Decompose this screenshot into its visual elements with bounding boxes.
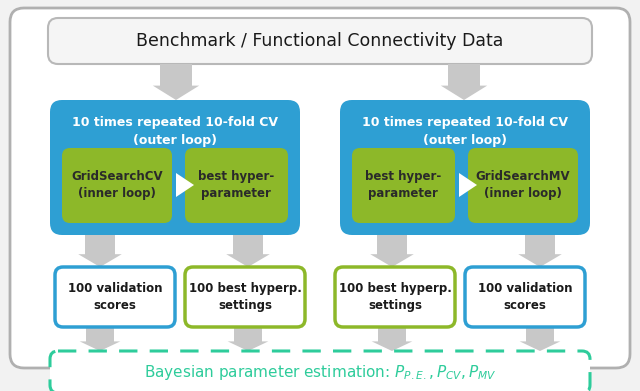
Polygon shape: [78, 235, 122, 267]
Polygon shape: [518, 235, 562, 267]
FancyBboxPatch shape: [185, 267, 305, 327]
Text: 10 times repeated 10-fold CV
(outer loop): 10 times repeated 10-fold CV (outer loop…: [72, 116, 278, 147]
FancyBboxPatch shape: [62, 148, 172, 223]
Polygon shape: [441, 64, 487, 100]
Polygon shape: [80, 327, 120, 351]
FancyBboxPatch shape: [185, 148, 288, 223]
FancyBboxPatch shape: [352, 148, 455, 223]
FancyBboxPatch shape: [340, 100, 590, 235]
Text: 100 best hyperp.
settings: 100 best hyperp. settings: [189, 282, 301, 312]
FancyBboxPatch shape: [335, 267, 455, 327]
FancyBboxPatch shape: [50, 351, 590, 391]
FancyBboxPatch shape: [10, 8, 630, 368]
Text: GridSearchMV
(inner loop): GridSearchMV (inner loop): [476, 170, 570, 200]
FancyBboxPatch shape: [468, 148, 578, 223]
FancyBboxPatch shape: [50, 100, 300, 235]
Text: GridSearchCV
(inner loop): GridSearchCV (inner loop): [71, 170, 163, 200]
Text: 100 best hyperp.
settings: 100 best hyperp. settings: [339, 282, 451, 312]
Polygon shape: [227, 235, 269, 267]
Polygon shape: [520, 327, 560, 351]
Polygon shape: [372, 327, 412, 351]
Polygon shape: [153, 64, 199, 100]
Polygon shape: [371, 235, 413, 267]
FancyBboxPatch shape: [55, 267, 175, 327]
FancyBboxPatch shape: [48, 18, 592, 64]
Text: best hyper-
parameter: best hyper- parameter: [365, 170, 441, 200]
Polygon shape: [459, 173, 477, 197]
FancyBboxPatch shape: [465, 267, 585, 327]
Polygon shape: [228, 327, 268, 351]
Text: best hyper-
parameter: best hyper- parameter: [198, 170, 274, 200]
Text: 100 validation
scores: 100 validation scores: [68, 282, 163, 312]
Text: 100 validation
scores: 100 validation scores: [477, 282, 572, 312]
Text: 10 times repeated 10-fold CV
(outer loop): 10 times repeated 10-fold CV (outer loop…: [362, 116, 568, 147]
Text: Bayesian parameter estimation: $\mathit{P}_{P.E.},\mathit{P}_{CV},\mathit{P}_{MV: Bayesian parameter estimation: $\mathit{…: [143, 362, 497, 382]
Polygon shape: [176, 173, 194, 197]
Text: Benchmark / Functional Connectivity Data: Benchmark / Functional Connectivity Data: [136, 32, 504, 50]
